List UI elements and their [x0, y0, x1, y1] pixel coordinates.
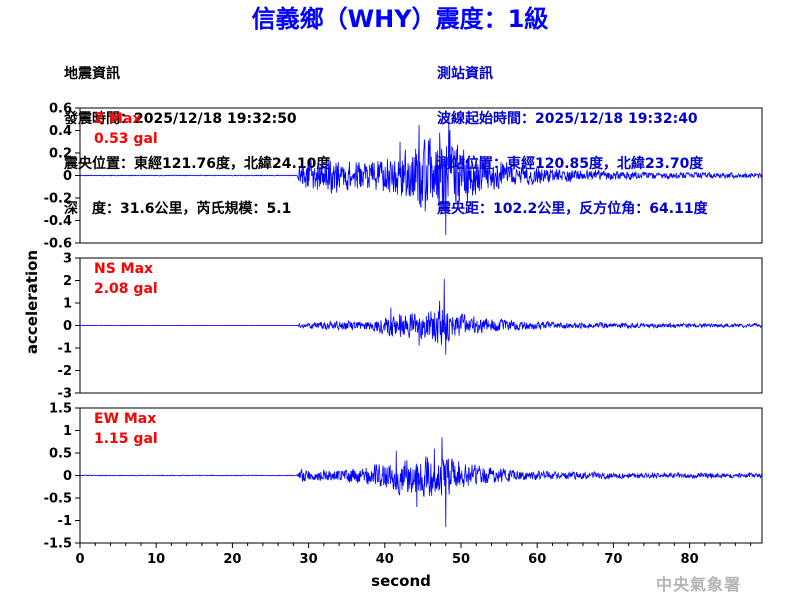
page-title: 信義鄉（WHY）震度：1級 [251, 5, 549, 33]
y-axis-title: acceleration [23, 250, 41, 354]
y-tick-label: -1.5 [44, 537, 72, 552]
waveform-start-time: 波線起始時間：2025/12/18 19:32:40 [437, 111, 698, 127]
y-tick-label: -1 [58, 342, 72, 357]
quake-epicenter: 震央位置：東經121.76度，北緯24.10度 [64, 156, 331, 172]
y-tick-label: 1.5 [49, 402, 72, 417]
quake-info: 地震資訊 發震時間：2025/12/18 19:32:50 震央位置：東經121… [64, 37, 330, 232]
y-tick-label: 0.6 [49, 102, 72, 117]
x-tick-label: 40 [376, 552, 394, 567]
x-tick-label: 50 [452, 552, 470, 567]
waveform-z [79, 119, 763, 236]
x-tick-label: 70 [604, 552, 622, 567]
y-tick-label: 1 [63, 297, 72, 312]
waveform-ns [79, 278, 763, 355]
component-label: EW Max [94, 411, 156, 427]
component-label: Z Max [94, 111, 141, 127]
y-tick-label: 0.2 [49, 147, 72, 162]
x-tick-label: 20 [223, 552, 241, 567]
y-tick-label: 0 [63, 169, 72, 184]
y-tick-label: -0.2 [44, 192, 72, 207]
y-tick-label: -0.5 [44, 492, 72, 507]
y-tick-label: -2 [58, 364, 72, 379]
y-tick-label: 3 [63, 252, 72, 267]
y-tick-label: 0 [63, 319, 72, 334]
quake-origin-time: 發震時間：2025/12/18 19:32:50 [64, 111, 297, 127]
y-tick-label: 2 [63, 274, 72, 289]
x-tick-label: 10 [147, 552, 165, 567]
y-tick-label: 0.4 [49, 124, 72, 139]
max-value-label: 1.15 gal [94, 431, 158, 447]
x-tick-label: 30 [300, 552, 318, 567]
x-tick-label: 80 [681, 552, 699, 567]
y-tick-label: 0 [63, 469, 72, 484]
watermark: 中央氣象署 [656, 575, 742, 594]
quake-depth-magnitude: 深 度：31.6公里，芮氏規模：5.1 [64, 201, 292, 217]
x-axis-title: second [371, 572, 431, 590]
x-tick-label: 60 [528, 552, 546, 567]
y-tick-label: -3 [58, 387, 72, 402]
epicentral-distance: 震央距：102.2公里，反方位角：64.11度 [437, 201, 708, 217]
station-info-heading: 測站資訊 [437, 66, 493, 82]
x-tick-label: 0 [75, 552, 84, 567]
y-tick-label: -0.6 [44, 237, 72, 252]
y-tick-label: 1 [63, 424, 72, 439]
quake-info-heading: 地震資訊 [64, 66, 120, 82]
y-tick-label: 0.5 [49, 447, 72, 462]
y-tick-label: -1 [58, 514, 72, 529]
station-info: 測站資訊 波線起始時間：2025/12/18 19:32:40 測站位置：東經1… [437, 37, 708, 232]
max-value-label: 2.08 gal [94, 281, 158, 297]
component-label: NS Max [94, 261, 153, 277]
waveform-ew [79, 437, 763, 528]
max-value-label: 0.53 gal [94, 131, 158, 147]
y-tick-label: -0.4 [44, 214, 72, 229]
